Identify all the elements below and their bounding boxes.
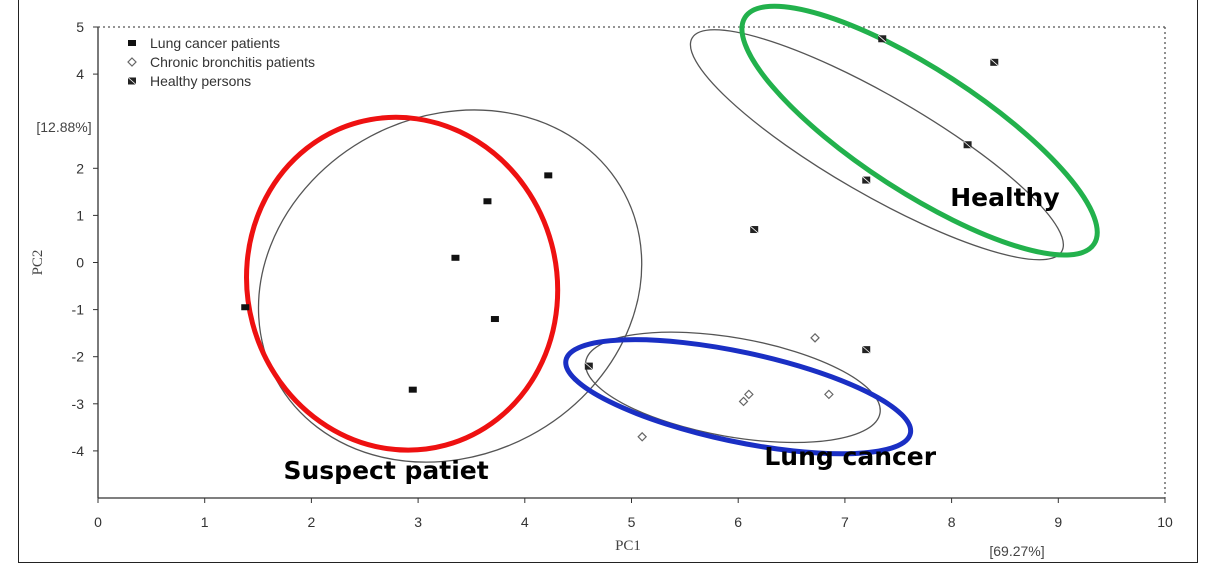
x-tick-label: 2 (308, 514, 316, 530)
data-point (451, 254, 460, 261)
point-layer (241, 34, 999, 442)
confidence-ellipse (689, 29, 1065, 261)
x-tick-label: 8 (948, 514, 956, 530)
highlight-ellipse (563, 337, 914, 457)
annotation-label: Healthy (950, 183, 1059, 212)
data-point-cross (861, 345, 871, 354)
data-point-cross (990, 58, 999, 67)
ellipse-layer (244, 3, 1100, 463)
data-point (483, 198, 492, 205)
legend: Lung cancer patients Chronic bronchitis p… (127, 35, 315, 89)
x-variance-label: [69.27%] (989, 543, 1044, 559)
data-point (544, 172, 553, 179)
highlight-ellipse (739, 3, 1100, 258)
data-point (744, 389, 754, 400)
annotation-label: Lung cancer (764, 442, 936, 471)
y-tick-label: 5 (76, 19, 84, 35)
y-tick-label: -2 (72, 349, 85, 365)
figure-frame (18, 0, 1198, 563)
plot-axes: 0 1 2 3 4 5 6 7 8 9 1054210-1-2-3-4PC1PC2[69.27%][… (30, 19, 1173, 559)
data-point (408, 386, 417, 393)
data-point (810, 333, 820, 343)
y-axis-title: PC2 (30, 250, 46, 276)
data-point (637, 431, 648, 442)
legend-label: Lung cancer patients (150, 35, 280, 51)
highlight-ellipse (244, 114, 561, 453)
legend-marker (127, 57, 137, 67)
legend-label: Chronic bronchitis patients (150, 54, 315, 70)
y-variance-label: [12.88%] (36, 119, 91, 135)
data-point-cross (584, 362, 594, 370)
legend-label: Healthy persons (150, 73, 251, 89)
x-tick-label: 1 (201, 514, 209, 530)
y-tick-label: -4 (72, 443, 85, 459)
data-point (738, 396, 749, 407)
y-tick-label: 1 (76, 207, 84, 223)
x-tick-label: 6 (734, 514, 742, 530)
x-tick-label: 3 (414, 514, 422, 530)
y-tick-label: 4 (76, 66, 84, 82)
data-point (824, 389, 834, 400)
x-tick-label: 5 (628, 514, 636, 530)
data-point-cross (861, 176, 871, 184)
x-tick-label: 10 (1157, 514, 1173, 530)
legend-marker-cross (127, 77, 137, 85)
y-tick-label: -3 (72, 396, 85, 412)
x-tick-label: 9 (1054, 514, 1062, 530)
x-tick-label: 7 (841, 514, 849, 530)
confidence-ellipse (584, 331, 881, 444)
label-layer: Suspect patiet Healthy Lung cancer (283, 183, 1059, 485)
legend-marker (128, 40, 136, 46)
x-tick-label: 0 (94, 514, 102, 530)
x-axis-title: PC1 (615, 538, 641, 554)
y-tick-label: 0 (76, 255, 84, 271)
data-point (490, 316, 499, 323)
y-tick-label: 2 (76, 160, 84, 176)
data-point (241, 304, 250, 311)
x-tick-label: 4 (521, 514, 529, 530)
data-point-cross (963, 140, 972, 149)
annotation-label: Suspect patiet (283, 456, 488, 485)
y-tick-label: -1 (72, 302, 85, 318)
data-point-cross (877, 34, 887, 43)
data-point-cross (749, 225, 759, 234)
